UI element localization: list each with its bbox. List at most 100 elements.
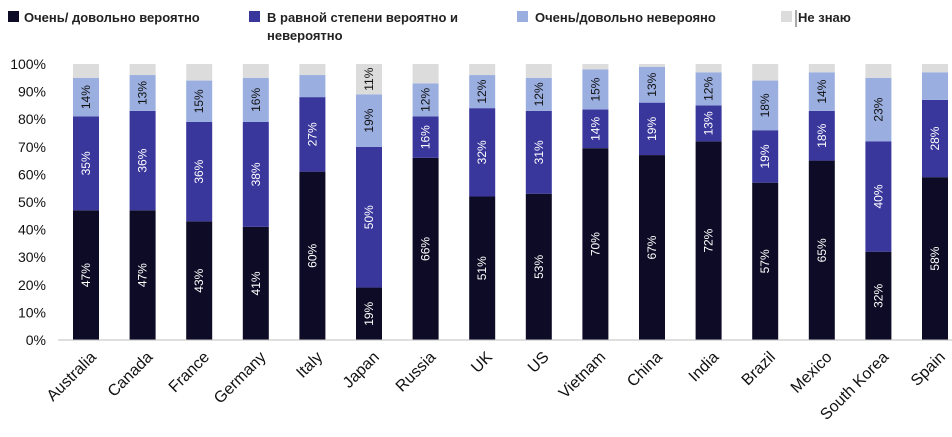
bar-india-series-1 [695,141,722,340]
data-label-south-korea-series-2: 40% [871,184,885,208]
data-label-france-series-2: 36% [192,159,206,183]
bar-south-korea-series-1 [865,251,892,340]
bar-canada-series-1 [129,210,156,340]
x-tick-label-canada: Canada [105,349,157,401]
data-label-vietnam-series-3: 15% [588,77,602,101]
legend-swatch-1 [8,11,19,22]
bar-india-series-3 [695,72,722,106]
data-label-us-series-1: 53% [532,255,546,279]
y-axis: 0% 10% 20% 30% 40% 50% 60% 70% 80% 90% 100% [10,56,46,348]
bar-australia-series-1 [73,210,99,340]
bar-mexico-series-2 [808,110,835,161]
y-tick-label: 100% [10,56,46,72]
legend-label-3: Очень/довольно неверояно [535,10,716,25]
bar-south-korea-series-2 [865,141,892,252]
y-tick-label: 40% [18,222,46,238]
x-tick-label-india: India [686,349,723,386]
data-label-russia-series-3: 12% [419,88,433,112]
bar-india-series-4 [695,64,722,73]
bar-china-series-2 [639,102,665,156]
x-tick-label-italy: Italy [293,349,326,382]
data-label-russia-series-1: 66% [419,237,433,261]
data-label-us-series-2: 31% [532,140,546,164]
data-label-france-series-3: 15% [192,89,206,113]
data-label-south-korea-series-3: 23% [871,97,885,121]
data-label-japan-series-2: 50% [362,205,376,229]
bar-vietnam-series-2 [582,109,609,149]
data-label-australia-series-3: 14% [79,85,93,109]
data-label-japan-series-1: 19% [362,301,376,325]
bar-japan-series-2 [356,146,382,288]
data-label-japan-series-4: 11% [362,67,376,90]
data-label-spain-series-2: 28% [928,126,942,150]
bar-brazil-series-4 [752,64,779,81]
y-tick-label: 80% [18,111,46,127]
bar-mexico-series-4 [808,64,835,73]
legend-swatch-4 [781,11,792,22]
legend-swatch-3 [517,11,528,22]
bar-russia-series-2 [412,116,439,158]
bar-france-series-3 [186,80,213,122]
bar-vietnam-series-1 [582,148,609,340]
data-label-china-series-3: 13% [645,72,659,96]
bar-mexico-series-1 [808,160,835,340]
data-label-uk-series-1: 51% [475,256,489,280]
legend-label-2-line2: невероятно [267,28,343,43]
data-label-china-series-1: 67% [645,235,659,259]
bar-brazil-series-1 [752,182,779,340]
bar-japan-series-1 [356,287,382,340]
bar-russia-series-1 [412,157,439,340]
bar-japan-series-4 [356,64,382,95]
legend: Очень/ довольно вероятно В равной степени… [8,10,851,43]
bar-spain-series-2 [922,99,948,178]
bar-uk-series-3 [469,75,496,109]
bar-italy-series-2 [299,97,326,172]
y-tick-label: 20% [18,277,46,293]
data-label-canada-series-2: 36% [136,148,150,172]
y-tick-label: 30% [18,249,46,265]
data-label-us-series-3: 12% [532,82,546,106]
data-label-mexico-series-1: 65% [815,238,829,262]
x-tick-label-uk: UK [468,349,496,377]
x-tick-label-us: US [525,349,553,377]
bar-germany-series-2 [242,121,269,227]
bars: 47% 35% 14% 47% 36% 13% 43% 36% 15% 41% 38% 16% 60% 2… [58,64,952,341]
y-tick-label: 70% [18,139,46,155]
data-label-canada-series-3: 13% [136,81,150,105]
data-label-russia-series-2: 16% [419,125,433,149]
bar-uk-series-1 [469,196,496,340]
data-label-uk-series-2: 32% [475,140,489,164]
x-tick-label-spain: Spain [908,349,949,390]
bar-australia-series-2 [73,116,99,211]
x-tick-label-brazil: Brazil [739,349,779,389]
bar-china-series-3 [639,66,665,103]
x-tick-label-australia: Australia [44,349,100,405]
x-tick-label-japan: Japan [340,349,383,392]
bar-south-korea-series-3 [865,77,892,142]
bar-brazil-series-2 [752,130,779,183]
bar-brazil-series-3 [752,80,779,131]
bar-vietnam-series-4 [582,64,609,70]
legend-label-1: Очень/ довольно вероятно [24,10,200,25]
bar-canada-series-2 [129,110,156,211]
data-label-germany-series-3: 16% [249,88,263,112]
data-label-brazil-series-1: 57% [758,249,772,273]
y-tick-label: 50% [18,194,46,210]
bar-us-series-1 [525,193,552,340]
y-tick-label: 0% [26,332,46,348]
bar-germany-series-1 [242,226,269,340]
bar-russia-series-4 [412,64,439,84]
bar-france-series-4 [186,64,213,81]
data-label-france-series-1: 43% [192,268,206,292]
x-tick-label-germany: Germany [211,349,270,408]
legend-label-2: В равной степени вероятно и [267,10,458,25]
bar-france-series-1 [186,221,213,340]
data-label-uk-series-3: 12% [475,79,489,103]
bar-us-series-2 [525,110,552,194]
data-label-canada-series-1: 47% [136,263,150,287]
x-tick-label-france: France [166,349,213,396]
bar-australia-series-3 [73,77,99,117]
data-label-mexico-series-2: 18% [815,123,829,147]
